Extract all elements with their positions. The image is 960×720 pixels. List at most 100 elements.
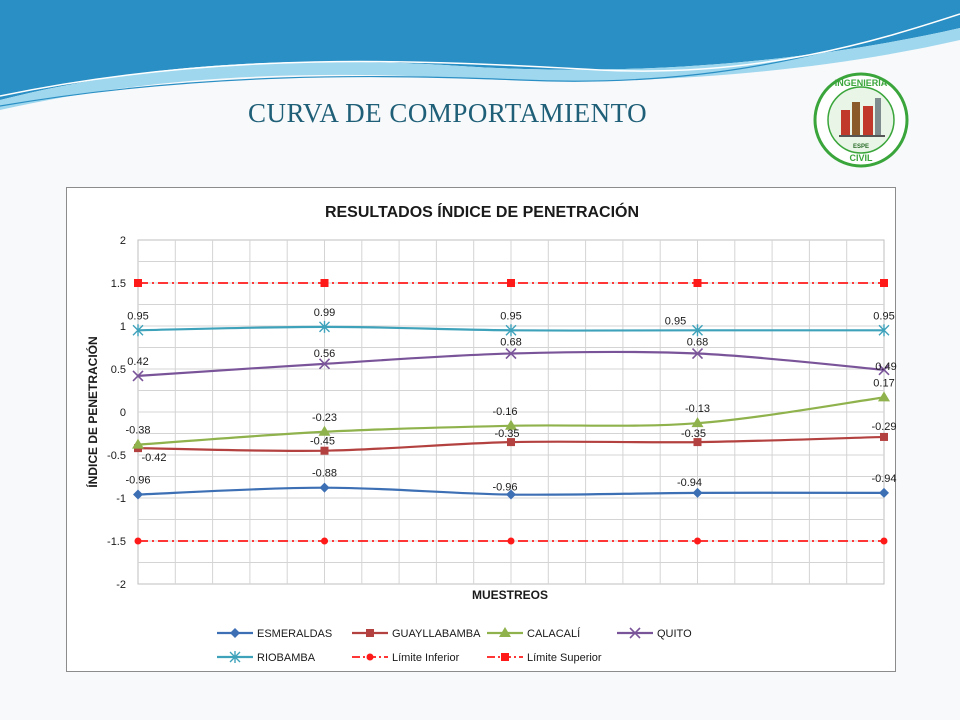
chart-frame: RESULTADOS ÍNDICE DE PENETRACIÓN 2 1.5 1 0.…: [66, 187, 897, 672]
legend-item-quito: QUITO: [617, 627, 692, 640]
data-point-calacal: [132, 438, 144, 449]
data-point-guayllabamba: [320, 446, 329, 455]
data-point-calacal: [878, 391, 890, 402]
y-tick-label: 1.5: [111, 278, 126, 290]
data-point-l-mite-inferior: [507, 537, 515, 545]
legend-item-riobamba: RIOBAMBA: [217, 651, 316, 664]
y-tick-label: 0: [120, 407, 126, 419]
data-label-riobamba: 0.99: [314, 307, 335, 319]
data-point-calacal: [691, 417, 704, 428]
y-axis-title: ÍNDICE DE PENETRACIÓN: [85, 336, 100, 487]
y-tick-label: 1: [120, 321, 126, 333]
data-label-riobamba: 0.95: [500, 310, 521, 322]
y-tick-label: -1: [116, 493, 126, 505]
data-point-l-mite-inferior: [694, 537, 701, 545]
penetration-index-chart: RESULTADOS ÍNDICE DE PENETRACIÓN 21.510.…: [85, 202, 897, 664]
data-label-calacal: 0.17: [873, 377, 894, 389]
data-point-l-mite-superior: [320, 279, 329, 287]
legend-label: Límite Inferior: [392, 652, 460, 664]
data-label-calacal: -0.16: [492, 406, 517, 418]
data-label-quito: 0.42: [127, 356, 148, 368]
legend-item-l-mite-superior: Límite Superior: [487, 652, 602, 664]
wave-light-band: [0, 28, 960, 110]
data-point-l-mite-superior: [134, 279, 142, 287]
data-label-riobamba: 0.95: [127, 310, 148, 322]
wave-line-2: [0, 13, 960, 97]
data-point-calacal: [318, 425, 331, 436]
logo-text-top: INGENIERIA: [835, 78, 888, 88]
data-point-riobamba: [319, 320, 330, 333]
data-point-l-mite-superior: [507, 279, 515, 287]
legend-item-l-mite-inferior: Límite Inferior: [352, 652, 460, 664]
data-point-riobamba: [692, 324, 703, 337]
data-label-guayllabamba: -0.35: [681, 428, 706, 440]
legend-marker: [229, 651, 241, 663]
legend-marker: [629, 627, 641, 639]
legend-marker: [366, 629, 374, 637]
y-tick-label: 2: [120, 235, 126, 247]
data-label-calacal: -0.23: [312, 412, 337, 424]
data-point-riobamba: [878, 324, 890, 337]
y-tick-label: -0.5: [107, 450, 126, 462]
legend-label: Límite Superior: [527, 652, 602, 664]
data-point-quito: [505, 347, 517, 360]
ingenieria-civil-logo: INGENIERIA ESPE CIVIL: [813, 72, 909, 168]
legend-marker: [501, 653, 509, 661]
data-label-quito: 0.68: [500, 337, 521, 349]
y-tick-label: 0.5: [111, 364, 126, 376]
chart-series: [132, 279, 890, 545]
data-point-l-mite-superior: [880, 279, 888, 287]
y-tick-label: -2: [116, 579, 126, 591]
data-point-guayllabamba: [507, 438, 515, 447]
legend-label: RIOBAMBA: [257, 652, 316, 664]
data-point-guayllabamba: [693, 438, 702, 447]
data-point-esmeraldas: [133, 489, 143, 500]
data-point-l-mite-superior: [693, 279, 702, 287]
logo-text-bottom: CIVIL: [849, 153, 873, 163]
data-point-riobamba: [505, 324, 517, 337]
data-label-guayllabamba: -0.42: [141, 452, 166, 464]
data-point-quito: [132, 370, 144, 382]
data-label-quito: 0.56: [314, 348, 335, 360]
data-point-riobamba: [132, 324, 144, 337]
legend-marker: [230, 628, 240, 638]
y-axis: 2 1.5 1 0.5 0 -0.5 -1 -1.5 -2: [107, 235, 126, 591]
data-point-guayllabamba: [880, 432, 888, 441]
legend-label: GUAYLLABAMBA: [392, 628, 481, 640]
data-point-calacal: [505, 419, 517, 430]
data-point-quito: [691, 347, 704, 360]
data-labels: -0.96 -0.88 -0.96 -0.94 -0.94 -0.42 -0.45 -0.35…: [125, 307, 896, 494]
legend-label: QUITO: [657, 628, 692, 640]
data-point-esmeraldas: [879, 487, 889, 498]
data-point-esmeraldas: [319, 482, 330, 493]
data-point-l-mite-inferior: [880, 537, 888, 545]
legend-marker: [366, 653, 374, 661]
data-label-calacal: -0.13: [685, 403, 710, 415]
data-point-l-mite-inferior: [321, 537, 328, 545]
data-label-esmeraldas: -0.96: [492, 482, 517, 494]
legend-item-esmeraldas: ESMERALDAS: [217, 628, 332, 640]
logo-text-mid: ESPE: [853, 144, 869, 150]
data-label-esmeraldas: -0.94: [677, 477, 702, 489]
legend-label: CALACALÍ: [527, 627, 581, 640]
chart-legend: ESMERALDAS GUAYLLABAMBA CALACALÍ QUITO RIOBA…: [217, 627, 692, 664]
legend-marker: [499, 627, 511, 637]
legend-item-calacal: CALACALÍ: [487, 627, 581, 640]
data-label-calacal: -0.38: [125, 425, 150, 437]
data-label-quito: 0.68: [687, 337, 708, 349]
chart-grid: [137, 239, 885, 585]
data-point-esmeraldas: [692, 487, 703, 498]
data-label-esmeraldas: -0.88: [312, 468, 337, 480]
wave-top-fill: [0, 0, 960, 100]
y-tick-label: -1.5: [107, 536, 126, 548]
x-axis-title: MUESTREOS: [472, 588, 548, 602]
data-label-guayllabamba: -0.45: [310, 436, 335, 448]
legend-item-guayllabamba: GUAYLLABAMBA: [352, 628, 481, 640]
legend-label: ESMERALDAS: [257, 628, 332, 640]
data-label-esmeraldas: -0.94: [871, 473, 896, 485]
data-label-quito: 0.49: [875, 361, 896, 373]
chart-title: RESULTADOS ÍNDICE DE PENETRACIÓN: [325, 202, 639, 221]
data-point-esmeraldas: [506, 489, 516, 500]
data-label-riobamba: 0.95: [873, 310, 894, 322]
